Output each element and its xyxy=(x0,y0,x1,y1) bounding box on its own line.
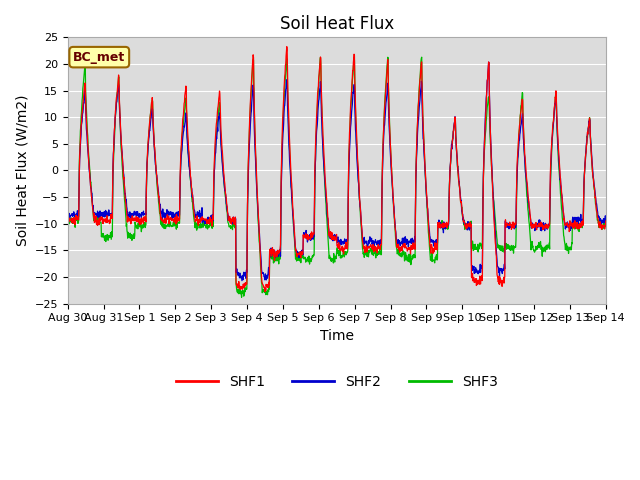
SHF1 xyxy=(464,224,472,230)
SHF1 xyxy=(602,218,609,224)
SHF2 xyxy=(64,211,72,216)
Line: SHF2: SHF2 xyxy=(68,62,605,281)
Y-axis label: Soil Heat Flux (W/m2): Soil Heat Flux (W/m2) xyxy=(15,95,29,246)
SHF2 xyxy=(323,201,331,206)
SHF3 xyxy=(418,54,426,60)
SHF2 xyxy=(148,107,156,112)
Line: SHF3: SHF3 xyxy=(68,57,605,297)
SHF1 xyxy=(543,221,550,227)
X-axis label: Time: Time xyxy=(320,329,354,343)
SHF1 xyxy=(64,213,72,218)
SHF2 xyxy=(602,221,609,227)
SHF1 xyxy=(261,289,269,295)
Text: BC_met: BC_met xyxy=(73,51,125,64)
SHF2 xyxy=(464,223,472,229)
SHF3 xyxy=(602,220,609,226)
SHF2 xyxy=(313,128,321,134)
SHF3 xyxy=(543,247,550,252)
SHF3 xyxy=(323,214,331,220)
SHF1 xyxy=(148,102,156,108)
SHF2 xyxy=(485,59,493,65)
SHF3 xyxy=(148,100,156,106)
SHF1 xyxy=(323,202,331,208)
SHF1 xyxy=(283,44,291,49)
SHF3 xyxy=(313,120,321,126)
SHF2 xyxy=(596,215,604,220)
SHF3 xyxy=(464,226,472,232)
Line: SHF1: SHF1 xyxy=(68,47,605,292)
Legend: SHF1, SHF2, SHF3: SHF1, SHF2, SHF3 xyxy=(170,369,503,394)
SHF2 xyxy=(543,223,550,228)
SHF3 xyxy=(64,214,72,219)
SHF1 xyxy=(313,108,321,114)
SHF3 xyxy=(596,222,604,228)
SHF2 xyxy=(238,278,246,284)
SHF3 xyxy=(237,294,245,300)
Title: Soil Heat Flux: Soil Heat Flux xyxy=(280,15,394,33)
SHF1 xyxy=(596,225,604,230)
